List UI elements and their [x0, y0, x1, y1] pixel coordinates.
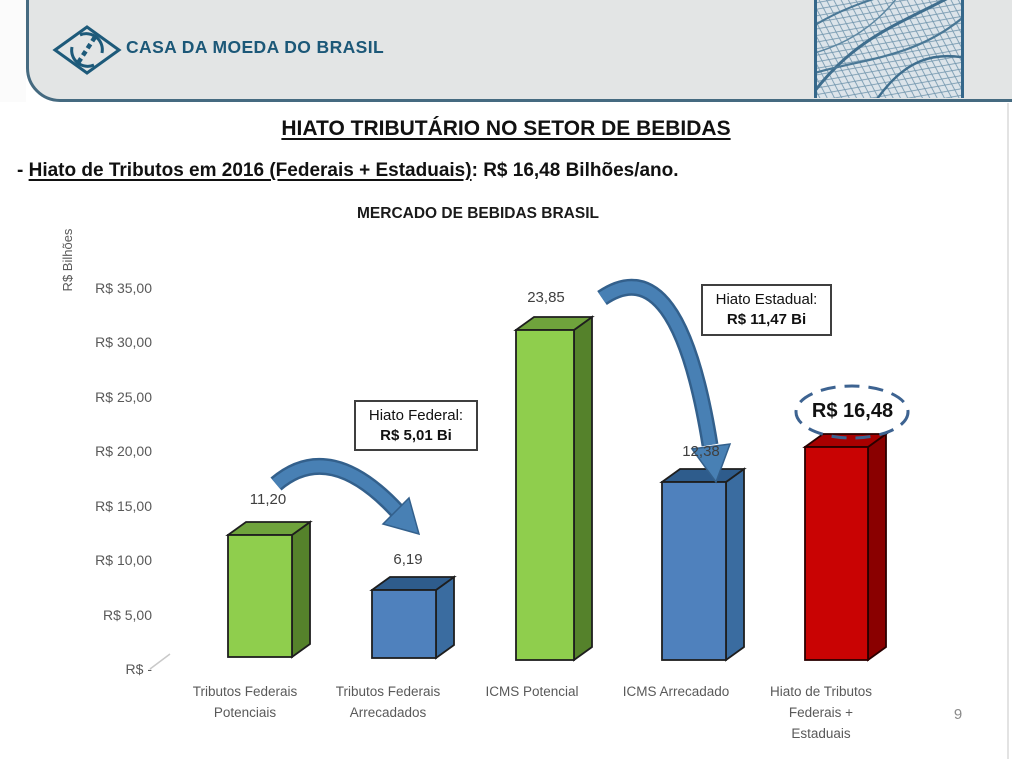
callout-hiato-estadual: Hiato Estadual: R$ 11,47 Bi: [701, 284, 832, 336]
left-margin: [0, 0, 26, 102]
category-5-line-3: Estaduais: [791, 726, 851, 741]
chart-title: MERCADO DE BEBIDAS BRASIL: [357, 205, 599, 222]
category-1-line-2: Potenciais: [213, 705, 277, 720]
bar-icms-potencial: [513, 315, 595, 662]
category-5-line-2: Federais +: [788, 705, 854, 720]
category-1-line-1: Tributos Federais: [192, 684, 298, 699]
right-edge-line: [1007, 103, 1009, 759]
arrow-hiato-federal-icon: [270, 457, 421, 536]
y-tick-0: R$ -: [125, 661, 152, 677]
category-label-5: Hiato de Tributos Federais + Estaduais: [746, 681, 896, 744]
category-label-2: Tributos Federais Arrecadados: [318, 681, 458, 723]
y-tick-20: R$ 20,00: [95, 443, 152, 459]
subtitle-value: R$ 16,48 Bilhões/ano.: [483, 160, 679, 181]
subtitle-dash: -: [17, 160, 29, 181]
y-tick-10: R$ 10,00: [95, 552, 152, 568]
bar-tributos-federais-potenciais: [225, 520, 313, 659]
callout-estadual-value: R$ 11,47 Bi: [726, 311, 807, 328]
total-highlight-ellipse: [794, 384, 910, 440]
bar-icms-arrecadado: [659, 467, 747, 662]
subtitle-colon: :: [471, 160, 484, 181]
callout-federal-value: R$ 5,01 Bi: [380, 426, 452, 444]
total-value-label: R$ 16,48: [811, 400, 894, 422]
category-label-1: Tributos Federais Potenciais: [175, 681, 315, 723]
page-title-text: HIATO TRIBUTÁRIO NO SETOR DE BEBIDAS: [281, 117, 731, 140]
callout-estadual-label: Hiato Estadual:: [715, 291, 818, 308]
value-label-1: 11,20: [249, 491, 287, 508]
category-2-line-1: Tributos Federais: [335, 684, 441, 699]
callout-hiato-federal: Hiato Federal: R$ 5,01 Bi: [354, 400, 478, 451]
category-label-3: ICMS Potencial: [462, 681, 602, 702]
brand-name: CASA DA MOEDA DO BRASIL: [126, 37, 385, 57]
value-label-2: 6,19: [393, 551, 423, 568]
y-tick-25: R$ 25,00: [95, 389, 152, 405]
guilloche-pattern: [814, 0, 964, 98]
category-4-line-1: ICMS Arrecadado: [622, 684, 730, 699]
page-number: 9: [953, 706, 963, 723]
subtitle-underlined-text: Hiato de Tributos em 2016 (Federais + Es…: [28, 160, 472, 181]
bar-tributos-federais-arrecadados: [369, 575, 457, 660]
category-label-4: ICMS Arrecadado: [604, 681, 748, 702]
category-3-line-1: ICMS Potencial: [485, 684, 579, 699]
page-title: HIATO TRIBUTÁRIO NO SETOR DE BEBIDAS: [0, 117, 1012, 141]
bar-hiato-de-tributos: [802, 432, 889, 662]
category-2-line-2: Arrecadados: [349, 705, 427, 720]
casa-da-moeda-logo-icon: [52, 22, 122, 78]
value-label-4: 12,38: [682, 443, 720, 460]
y-tick-5: R$ 5,00: [102, 607, 152, 623]
arrow-hiato-estadual-icon: [597, 278, 732, 484]
value-label-3: 23,85: [527, 289, 565, 306]
subtitle: - Hiato de Tributos em 2016 (Federais + …: [17, 160, 997, 182]
y-tick-15: R$ 15,00: [95, 498, 152, 514]
y-tick-30: R$ 30,00: [95, 334, 152, 350]
callout-federal-label: Hiato Federal:: [368, 406, 464, 424]
y-tick-35: R$ 35,00: [95, 280, 152, 296]
axis-floor-line: [149, 653, 171, 670]
category-5-line-1: Hiato de Tributos: [769, 684, 873, 699]
